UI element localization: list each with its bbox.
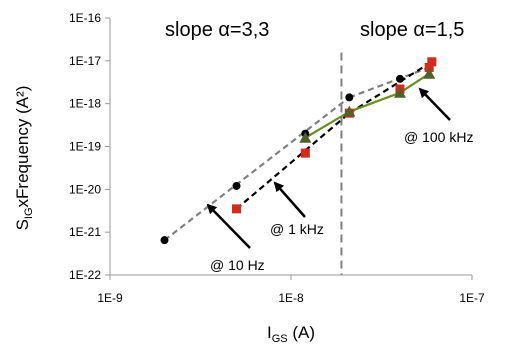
slope-left-annotation: slope α=3,3: [165, 19, 269, 41]
y-axis-label: SIGxFrequency (A²): [13, 86, 35, 231]
y-tick-label: 1E-20: [69, 182, 101, 196]
y-tick-label: 1E-19: [69, 140, 101, 154]
arrow-1khz: [273, 181, 306, 218]
y-tick-label: 1E-18: [69, 97, 101, 111]
y-tick-label: 1E-17: [69, 54, 101, 68]
arrow-10hz: [206, 203, 251, 249]
label-10hz: @ 10 Hz: [210, 257, 265, 273]
x-tick-label: 1E-7: [459, 291, 485, 305]
data-points: [160, 57, 437, 245]
y-tick-label: 1E-22: [69, 268, 101, 282]
label-1khz: @ 1 kHz: [270, 221, 324, 237]
label-100khz: @ 100 kHz: [404, 129, 473, 145]
x-tick-label: 1E-9: [97, 291, 123, 305]
data-point-1khz: [427, 57, 437, 67]
y-tick-label: 1E-21: [69, 225, 101, 239]
x-tick-label: 1E-8: [278, 291, 304, 305]
trend-line-10hz: [163, 96, 350, 242]
trend-line-1khz: [235, 112, 351, 210]
data-point-1khz: [232, 204, 242, 214]
arrow-100khz: [418, 87, 451, 121]
trend-line-100khz-b: [348, 91, 401, 113]
chart-axes: [105, 17, 473, 280]
x-tick-labels: 1E-9 1E-8 1E-7: [97, 291, 485, 305]
data-point-100khz: [299, 131, 312, 143]
y-tick-label: 1E-16: [69, 11, 101, 25]
trend-line-10hz-b: [348, 66, 430, 99]
trend-line-100khz: [304, 110, 350, 139]
x-axis-label: IGS (A): [267, 323, 315, 345]
data-point-10hz: [160, 236, 169, 245]
data-point-1khz: [300, 148, 310, 158]
data-point-10hz: [395, 74, 404, 83]
data-point-10hz: [232, 181, 241, 190]
data-point-10hz: [345, 93, 354, 102]
slope-right-annotation: slope α=1,5: [360, 19, 464, 41]
y-tick-labels: 1E-22 1E-21 1E-20 1E-19 1E-18 1E-17 1E-16: [69, 11, 101, 282]
data-point-1khz: [424, 62, 434, 72]
data-point-100khz: [393, 86, 406, 98]
data-point-100khz: [423, 67, 436, 79]
trend-line-1khz-b: [348, 60, 433, 115]
trend-lines: [163, 60, 433, 242]
data-point-100khz: [343, 105, 356, 117]
